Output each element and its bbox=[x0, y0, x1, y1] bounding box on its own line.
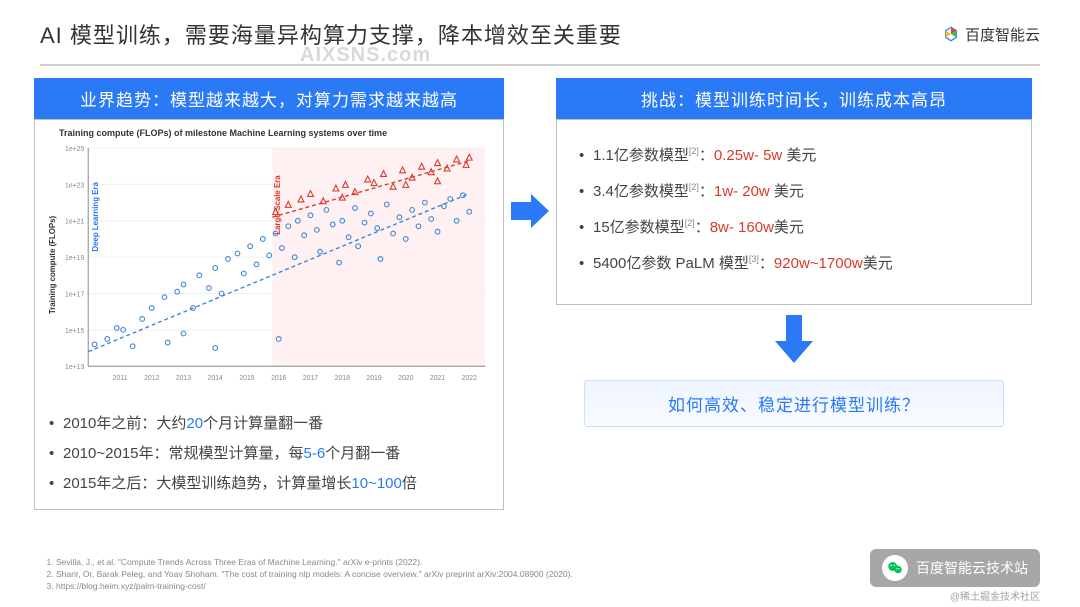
svg-text:2016: 2016 bbox=[271, 375, 286, 382]
svg-text:2018: 2018 bbox=[335, 375, 350, 382]
right-panel: 挑战：模型训练时间长，训练成本高昂 1.1亿参数模型[2]：0.25w- 5w … bbox=[556, 78, 1032, 427]
left-bar-title: 业界趋势：模型越来越大，对算力需求越来越高 bbox=[34, 78, 504, 119]
svg-text:2020: 2020 bbox=[398, 375, 413, 382]
list-item: 15亿参数模型[2]：8w- 160w美元 bbox=[575, 210, 1017, 246]
svg-text:1e+17: 1e+17 bbox=[65, 291, 84, 298]
svg-text:1e+15: 1e+15 bbox=[65, 328, 84, 335]
svg-text:2021: 2021 bbox=[430, 375, 445, 382]
reference-item: Sharir, Or, Barak Peleg, and Yoav Shoham… bbox=[56, 569, 573, 581]
svg-text:2014: 2014 bbox=[208, 375, 223, 382]
svg-text:2011: 2011 bbox=[113, 375, 128, 382]
list-item: 1.1亿参数模型[2]：0.25w- 5w 美元 bbox=[575, 138, 1017, 174]
list-item: 2010年之前：大约20个月计算量翻一番 bbox=[45, 409, 495, 439]
chart-title: Training compute (FLOPs) of milestone Ma… bbox=[43, 126, 495, 140]
question-box: 如何高效、稳定进行模型训练？ bbox=[584, 380, 1004, 427]
svg-text:2015: 2015 bbox=[239, 375, 254, 382]
svg-text:2019: 2019 bbox=[366, 375, 381, 382]
references: Sevilla, J., et al. "Compute Trends Acro… bbox=[40, 557, 573, 593]
brand-text: 百度智能云 bbox=[965, 24, 1040, 45]
brand: 百度智能云 bbox=[943, 24, 1040, 45]
flops-chart: 1e+13 1e+15 1e+17 1e+19 1e+21 1e+23 1e+25 2011 2… bbox=[43, 140, 495, 390]
svg-text:Training compute (FLOPs): Training compute (FLOPs) bbox=[48, 215, 57, 314]
left-bullets: 2010年之前：大约20个月计算量翻一番2010~2015年：常规模型计算量，每… bbox=[35, 399, 503, 509]
wechat-icon bbox=[882, 555, 908, 581]
svg-text:1e+25: 1e+25 bbox=[65, 146, 84, 153]
brand-logo-icon bbox=[943, 26, 959, 42]
svg-text:2013: 2013 bbox=[176, 375, 191, 382]
svg-text:1e+13: 1e+13 bbox=[65, 364, 84, 371]
wechat-subtext: @稀土掘金技术社区 bbox=[950, 588, 1040, 603]
left-panel: 业界趋势：模型越来越大，对算力需求越来越高 Training compute (… bbox=[34, 78, 504, 510]
wechat-badge: 百度智能云技术站 bbox=[870, 549, 1040, 587]
svg-text:1e+21: 1e+21 bbox=[65, 219, 84, 226]
arrow-right bbox=[504, 78, 556, 234]
svg-text:1e+19: 1e+19 bbox=[65, 255, 84, 262]
wechat-badge-text: 百度智能云技术站 bbox=[916, 558, 1028, 578]
list-item: 3.4亿参数模型[2]：1w- 20w 美元 bbox=[575, 174, 1017, 210]
arrow-down bbox=[556, 311, 1032, 372]
svg-text:1e+23: 1e+23 bbox=[65, 182, 84, 189]
watermark: AIXSNS.com bbox=[300, 44, 431, 67]
reference-item: Sevilla, J., et al. "Compute Trends Acro… bbox=[56, 557, 573, 569]
svg-text:Deep Learning Era: Deep Learning Era bbox=[91, 182, 100, 252]
svg-text:2017: 2017 bbox=[303, 375, 318, 382]
svg-text:Large-Scale Era: Large-Scale Era bbox=[273, 175, 282, 235]
right-bullets: 1.1亿参数模型[2]：0.25w- 5w 美元3.4亿参数模型[2]：1w- … bbox=[557, 120, 1031, 292]
svg-text:2012: 2012 bbox=[144, 375, 159, 382]
list-item: 2015年之后：大模型训练趋势，计算量增长10~100倍 bbox=[45, 469, 495, 499]
reference-item: https://blog.heim.xyz/palm-training-cost… bbox=[56, 581, 573, 593]
list-item: 5400亿参数 PaLM 模型[3]：920w~1700w美元 bbox=[575, 246, 1017, 282]
svg-text:2022: 2022 bbox=[462, 375, 477, 382]
right-bar-title: 挑战：模型训练时间长，训练成本高昂 bbox=[556, 78, 1032, 119]
list-item: 2010~2015年：常规模型计算量，每5-6个月翻一番 bbox=[45, 439, 495, 469]
